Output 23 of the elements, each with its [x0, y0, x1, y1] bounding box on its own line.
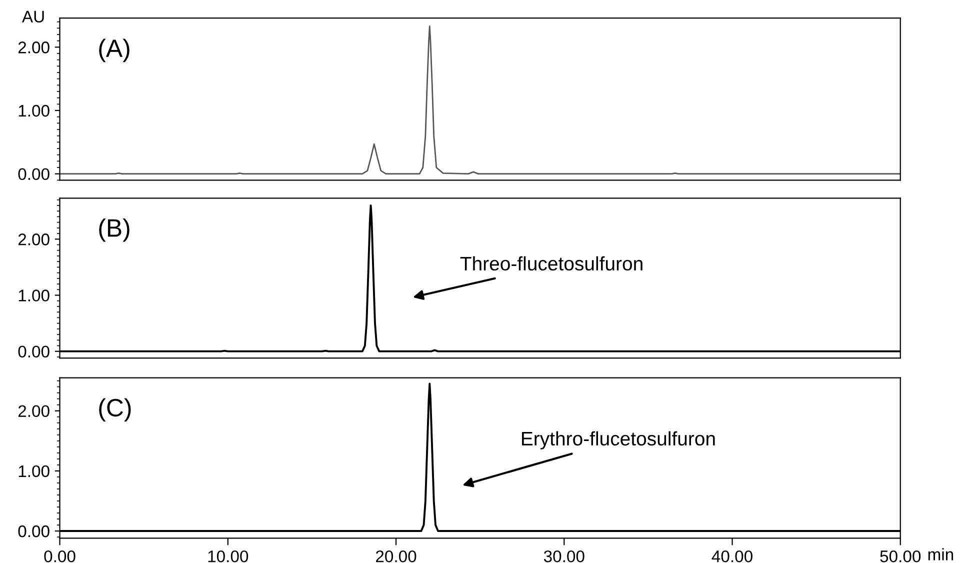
y-axis-title: AU: [22, 10, 44, 22]
y-tick-label: 1.00: [18, 104, 50, 117]
y-tick-label: 0.00: [18, 346, 50, 358]
y-tick-label: 0.00: [18, 525, 50, 538]
x-tick-label: 10.00: [208, 550, 248, 562]
text: (C): [99, 398, 131, 422]
x-axis-title: min: [928, 548, 954, 560]
text: (A): [99, 38, 130, 62]
y-tick-label: 2.00: [18, 234, 50, 246]
annotation: Erythro-flucetosulfuron: [522, 431, 715, 450]
line-series: [60, 26, 900, 175]
text: (B): [99, 218, 130, 242]
x-tick-label: 30.00: [544, 550, 584, 562]
x-tick-label: 20.00: [376, 550, 416, 562]
x-tick-label: 0.00: [44, 550, 76, 562]
y-tick-label: 0.00: [18, 168, 50, 180]
y-tick-label: 2.00: [18, 42, 50, 54]
annotation: Threo-flucetosulfuron: [460, 256, 642, 271]
y-tick-label: 1.00: [18, 465, 50, 478]
y-tick-label: 1.00: [18, 290, 50, 302]
y-tick-label: 2.00: [18, 405, 50, 418]
x-tick-label: 40.00: [712, 550, 752, 562]
x-tick-label: 50.00: [880, 550, 921, 562]
